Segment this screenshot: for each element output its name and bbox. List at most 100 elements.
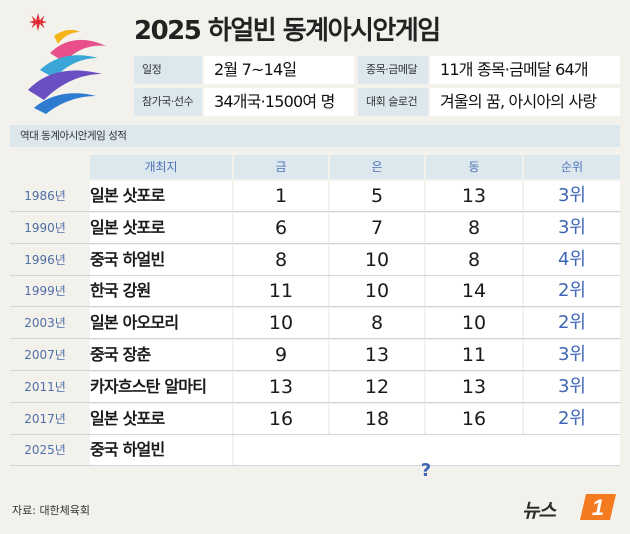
row-silver: 13 — [364, 344, 390, 366]
row-host: 일본 삿포로 — [90, 218, 165, 237]
row-bronze: 11 — [461, 344, 487, 366]
table-cell-bg — [524, 181, 620, 211]
table-cell-bg — [524, 245, 620, 275]
row-silver: 7 — [370, 217, 384, 239]
table-cell-bg — [234, 308, 328, 338]
news1-logo-text: 뉴스 — [522, 500, 556, 522]
row-bronze: 8 — [467, 249, 481, 271]
table-cell-bg — [234, 245, 328, 275]
table-cell-bg — [426, 245, 522, 275]
row-divider — [10, 465, 620, 466]
events-label: 종목·금메달 — [358, 56, 428, 84]
row-bronze: 8 — [467, 217, 481, 239]
section-title: 역대 동계아시안게임 성적 — [10, 125, 620, 147]
table-cell-bg — [234, 276, 328, 306]
table-cell-bg — [426, 404, 522, 434]
table-cell-bg — [330, 308, 424, 338]
row-divider — [10, 370, 620, 371]
table-cell-bg — [524, 308, 620, 338]
row-divider — [10, 243, 620, 244]
table-cell-bg — [330, 372, 424, 402]
news1-badge-number: 1 — [592, 495, 604, 520]
row-bronze: 10 — [461, 312, 487, 334]
row-year: 1999년 — [24, 284, 66, 298]
table-cell-bg — [330, 181, 424, 211]
header-rank: 순위 — [524, 155, 620, 179]
table-cell-bg — [330, 404, 424, 434]
table-cell-bg — [426, 372, 522, 402]
table-cell-bg — [524, 340, 620, 370]
row-host: 일본 삿포로 — [90, 409, 165, 428]
table-cell-bg — [524, 372, 620, 402]
table-cell-bg — [90, 181, 232, 211]
table-cell-bg — [524, 213, 620, 243]
row-rank: 3위 — [557, 344, 586, 365]
row-year: 2025년 — [24, 443, 66, 457]
row-divider — [10, 338, 620, 339]
news1-logo: 뉴스 1 — [522, 490, 622, 526]
row-year: 2017년 — [24, 412, 66, 426]
row-year: 2007년 — [24, 348, 66, 362]
table-cell-bg — [330, 340, 424, 370]
row-bronze: 14 — [461, 280, 487, 302]
header-silver: 은 — [330, 155, 424, 179]
table-header: 개최지 금 은 동 순위 — [0, 155, 630, 179]
row-gold: 8 — [274, 249, 288, 271]
row-divider — [10, 434, 620, 435]
table-cell-bg — [90, 404, 232, 434]
table-cell-bg — [426, 181, 522, 211]
table-cell-bg — [524, 404, 620, 434]
table-cell-bg — [234, 372, 328, 402]
row-gold: 10 — [268, 312, 294, 334]
slogan-value: 겨울의 꿈, 아시아의 사랑 — [430, 88, 620, 116]
row-host: 중국 하얼빈 — [90, 440, 165, 459]
row-silver: 10 — [364, 249, 390, 271]
row-host: 카자흐스탄 알마티 — [90, 377, 207, 396]
row-rank: 2위 — [557, 280, 586, 301]
row-host: 중국 하얼빈 — [90, 250, 165, 269]
table-cell-bg — [426, 308, 522, 338]
row-rank: 4위 — [557, 249, 586, 270]
table-cell-bg — [90, 340, 232, 370]
row-rank: 3위 — [557, 376, 586, 397]
source-note: 자료: 대한체육회 — [12, 504, 91, 517]
row-divider — [10, 306, 620, 307]
table-cell-bg — [90, 372, 232, 402]
table-cell-bg — [90, 435, 232, 465]
table-cell-bg-merged — [234, 435, 620, 465]
table-cell-bg — [90, 213, 232, 243]
row-gold: 13 — [268, 376, 294, 398]
row-divider — [10, 211, 620, 212]
participants-value: 34개국·1500여 명 — [204, 88, 354, 116]
row-silver: 18 — [364, 408, 390, 430]
table-cell-bg — [234, 340, 328, 370]
row-silver: 8 — [370, 312, 384, 334]
harbin-games-emblem-icon — [28, 13, 106, 114]
table-cell-bg — [234, 181, 328, 211]
row-silver: 10 — [364, 280, 390, 302]
row-gold: 1 — [274, 185, 288, 207]
row-silver: 12 — [364, 376, 390, 398]
row-rank: 3위 — [557, 217, 586, 238]
row-year: 1986년 — [24, 189, 66, 203]
row-bronze: 13 — [461, 185, 487, 207]
row-gold: 9 — [274, 344, 288, 366]
row-year: 1996년 — [24, 253, 66, 267]
row-gold: 11 — [268, 280, 294, 302]
row-rank: 3위 — [557, 185, 586, 206]
row-gold: 6 — [274, 217, 288, 239]
row-gold: 16 — [268, 408, 294, 430]
row-host: 한국 강원 — [90, 281, 151, 300]
schedule-label: 일정 — [134, 56, 202, 84]
header-host: 개최지 — [90, 155, 232, 179]
row-year: 2003년 — [24, 316, 66, 330]
table-cell-bg — [90, 245, 232, 275]
schedule-value: 2월 7~14일 — [204, 56, 354, 84]
row-divider — [10, 275, 620, 276]
header-gold: 금 — [234, 155, 328, 179]
table-cell-bg — [330, 276, 424, 306]
row-host: 일본 아오모리 — [90, 313, 179, 332]
table-cell-bg — [330, 245, 424, 275]
events-value: 11개 종목·금메달 64개 — [430, 56, 620, 84]
participants-label: 참가국·선수 — [134, 88, 202, 116]
